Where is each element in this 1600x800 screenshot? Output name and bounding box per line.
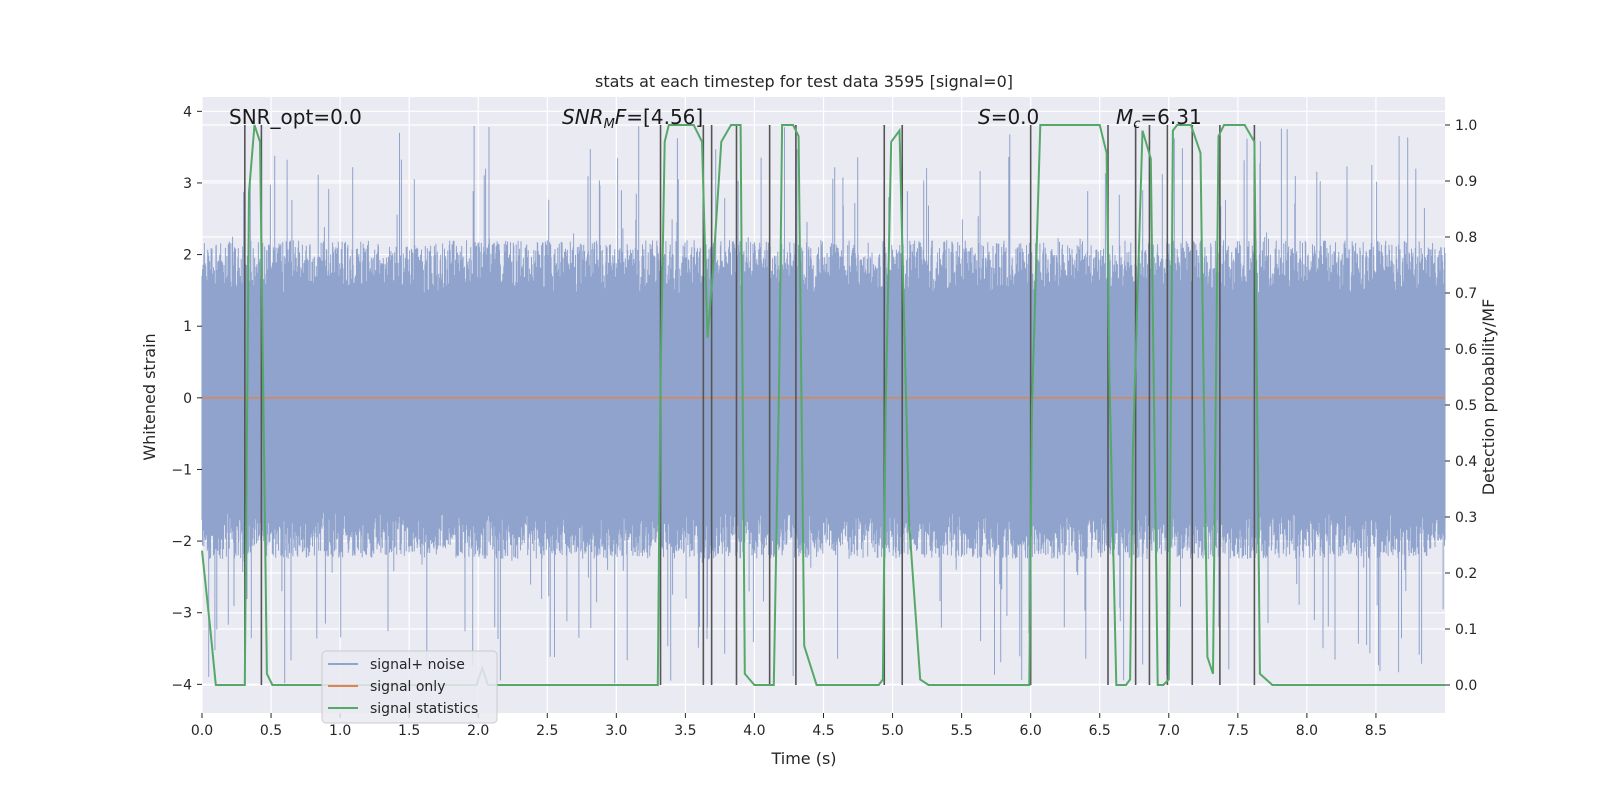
annotation-chirp-mass-value: =6.31 (1140, 105, 1201, 129)
y-right-tick-label: 0.0 (1455, 678, 1477, 694)
y-right-tick-label: 0.2 (1455, 566, 1477, 582)
annotation-snr-mf: SNRMF=[4.56] (562, 105, 703, 132)
y-left-tick-label: −4 (171, 677, 192, 693)
annotation-snr-opt: SNR_opt=0.0 (229, 105, 362, 129)
y-left-tick-label: 0 (183, 391, 192, 407)
y-right-tick-label: 0.9 (1455, 174, 1477, 190)
x-tick-label: 6.5 (1089, 723, 1111, 739)
y-left-tick-label: −2 (171, 534, 192, 550)
y-right-tick-label: 0.4 (1455, 454, 1477, 470)
x-tick-label: 7.5 (1227, 723, 1249, 739)
x-axis-label: Time (s) (770, 749, 836, 768)
y-right-tick-label: 1.0 (1455, 118, 1477, 134)
y-left-axis-label: Whitened strain (140, 333, 159, 460)
x-tick-label: 1.0 (329, 723, 351, 739)
x-tick-label: 7.0 (1158, 723, 1180, 739)
x-tick-label: 0.5 (260, 723, 282, 739)
x-tick-label: 5.0 (881, 723, 903, 739)
x-tick-label: 2.0 (467, 723, 489, 739)
legend-label-signal-only: signal only (370, 679, 445, 695)
svg-text:SNRMF=[4.56]: SNRMF=[4.56] (562, 105, 703, 132)
svg-text:Mc=6.31: Mc=6.31 (1116, 105, 1202, 132)
y-left-tick-label: 3 (183, 176, 192, 192)
x-tick-label: 0.0 (191, 723, 213, 739)
x-tick-label: 2.5 (536, 723, 558, 739)
y-right-tick-label: 0.1 (1455, 622, 1477, 638)
x-tick-label: 4.0 (743, 723, 765, 739)
y-left-axis-ticks: −4 −3 −2 −1 0 1 2 3 4 (171, 104, 202, 693)
chart-title: stats at each timestep for test data 359… (595, 72, 1013, 91)
x-tick-label: 1.5 (398, 723, 420, 739)
annotation-chirp-mass: Mc=6.31 (1116, 105, 1202, 132)
x-tick-label: 4.5 (812, 723, 834, 739)
y-right-tick-label: 0.3 (1455, 510, 1477, 526)
x-tick-label: 3.5 (674, 723, 696, 739)
y-right-tick-label: 0.7 (1455, 286, 1477, 302)
y-right-tick-label: 0.6 (1455, 342, 1477, 358)
legend: signal+ noise signal only signal statist… (321, 650, 498, 724)
x-tick-label: 5.5 (950, 723, 972, 739)
svg-text:S=0.0: S=0.0 (978, 105, 1039, 129)
x-tick-label: 8.0 (1296, 723, 1318, 739)
x-tick-label: 3.0 (605, 723, 627, 739)
y-left-tick-label: 4 (183, 104, 192, 120)
x-axis-ticks: 0.0 0.5 1.0 1.5 2.0 2.5 3.0 3.5 4.0 4.5 5.0 5.5 6.0 6… (191, 713, 1387, 739)
y-right-axis-ticks: 0.0 0.1 0.2 0.3 0.4 0.5 0.6 0.7 0.8 0.9 1.0 (1445, 118, 1477, 694)
y-right-tick-label: 0.5 (1455, 398, 1477, 414)
y-right-axis-label: Detection probability/MF (1479, 299, 1498, 496)
y-left-tick-label: 2 (183, 248, 192, 264)
legend-label-signal-noise: signal+ noise (370, 657, 465, 673)
y-left-tick-label: −3 (171, 606, 192, 622)
x-tick-label: 6.0 (1020, 723, 1042, 739)
y-left-tick-label: −1 (171, 462, 192, 478)
y-right-tick-label: 0.8 (1455, 230, 1477, 246)
x-tick-label: 8.5 (1365, 723, 1387, 739)
annotation-s-stat-value: =0.0 (991, 105, 1040, 129)
annotation-s-stat: S=0.0 (978, 105, 1039, 129)
annotation-snr-mf-value: =[4.56] (626, 105, 703, 129)
legend-label-signal-statistics: signal statistics (370, 701, 478, 717)
y-left-tick-label: 1 (183, 319, 192, 335)
